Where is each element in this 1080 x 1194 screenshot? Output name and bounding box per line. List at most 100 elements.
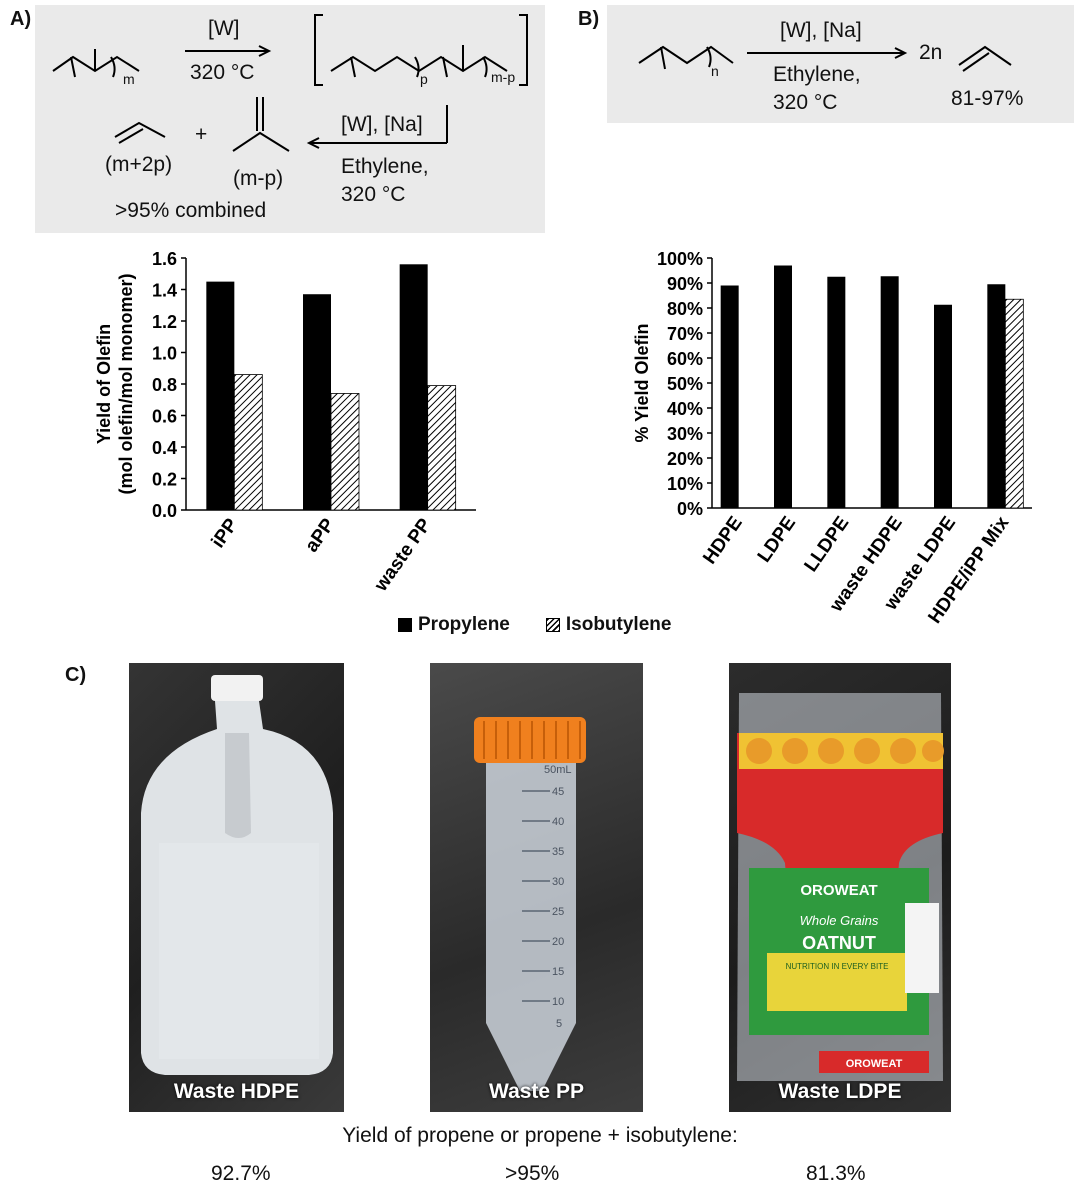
bag-line1: Whole Grains	[800, 913, 879, 928]
tube-mark-9: 5	[556, 1018, 562, 1030]
y-tick-label-0-5: 1.0	[152, 344, 177, 364]
panel-label-a: A)	[10, 8, 32, 30]
bar-0-0-1	[303, 294, 331, 510]
pp-tube-image: 50mL 45 40 35 30 25 20 15 10 5	[474, 717, 586, 1091]
y-tick-label-1-4: 40%	[667, 399, 703, 419]
scheme-b: n [W], [Na] Ethylene, 320 °C 2n 81-97%	[607, 5, 1074, 123]
y-tick-label-0-3: 0.6	[152, 407, 177, 427]
yield-heading: Yield of propene or propene + isobutylen…	[342, 1124, 738, 1147]
legend-isobutylene-swatch	[545, 618, 560, 632]
y-tick-label-1-0: 0%	[677, 499, 703, 519]
hdpe-jug-image	[141, 675, 333, 1075]
y-tick-label-1-5: 50%	[667, 374, 703, 394]
y-tick-label-0-0: 0.0	[152, 501, 177, 521]
bag-line2: OATNUT	[802, 933, 876, 953]
y-axis-label-0-line1: Yield of Olefin	[94, 324, 114, 444]
tube-mark-8: 10	[552, 996, 564, 1008]
y-tick-label-1-9: 90%	[667, 274, 703, 294]
bar-0-1-0	[233, 374, 263, 511]
y-tick-label-0-1: 0.2	[152, 470, 177, 490]
scheme-a-temperature: 320 °C	[190, 61, 255, 84]
scheme-a-gas: Ethylene,	[341, 155, 429, 178]
y-tick-label-1-2: 20%	[667, 449, 703, 469]
bar-1-0-3	[880, 276, 899, 508]
scheme-b-catalyst: [W], [Na]	[780, 19, 862, 42]
tube-mark-0: 50mL	[544, 764, 572, 776]
tube-mark-6: 20	[552, 936, 564, 948]
photo-caption-ldpe: Waste LDPE	[778, 1080, 902, 1103]
legend: Propylene Isobutylene	[398, 614, 671, 636]
bar-1-0-4	[934, 304, 952, 508]
bag-brand: OROWEAT	[800, 882, 877, 899]
scheme-a-return-catalyst: [W], [Na]	[341, 113, 423, 136]
bar-1-0-5	[987, 284, 1006, 508]
photo-waste-hdpe: Waste HDPE	[129, 663, 344, 1112]
y-tick-label-0-7: 1.4	[152, 281, 177, 301]
y-axis-label-0-line2: (mol olefin/mol monomer)	[116, 273, 136, 494]
bag-brand-2: OROWEAT	[846, 1058, 903, 1070]
panel-label-c: C)	[65, 664, 87, 686]
y-tick-label-1-10: 100%	[657, 249, 703, 269]
scheme-a-combined-yield: >95% combined	[115, 199, 267, 222]
scheme-a-subscript-p: p	[420, 71, 428, 87]
x-tick-label-1-2: LLDPE	[801, 513, 854, 576]
photo-caption-hdpe: Waste HDPE	[173, 1080, 300, 1103]
x-tick-label-0-2: waste PP	[370, 515, 436, 596]
scheme-a-subscript-m-p: m-p	[491, 69, 516, 85]
y-tick-label-1-6: 60%	[667, 349, 703, 369]
photo-caption-pp: Waste PP	[489, 1080, 584, 1103]
yield-ldpe: 81.3%	[806, 1162, 866, 1185]
y-axis-label-1: % Yield Olefin	[632, 323, 652, 442]
y-tick-label-0-8: 1.6	[152, 249, 177, 269]
y-tick-label-0-6: 1.2	[152, 312, 177, 332]
yield-pp: >95%	[505, 1162, 560, 1185]
bar-1-0-2	[827, 276, 846, 508]
bar-0-1-2	[427, 385, 457, 511]
tube-mark-3: 35	[552, 846, 564, 858]
scheme-a-plus: +	[195, 123, 208, 146]
scheme-a-propylene-coefficient: (m+2p)	[105, 153, 173, 176]
scheme-b-drawing	[638, 45, 1012, 72]
scheme-a-catalyst: [W]	[208, 17, 240, 40]
chart-b: 0% 10% 20% 30% 40% 50% 60% 70% 80% 90% 100% HDPE LDP…	[632, 249, 1032, 628]
tube-mark-1: 45	[552, 786, 564, 798]
scheme-a: m [W] 320 °C p m-p [W], [Na] Ethylene, 3…	[35, 5, 545, 233]
scheme-b-reactant-subscript: n	[711, 63, 719, 79]
panel-label-b: B)	[578, 8, 600, 30]
scheme-a-drawing	[52, 14, 528, 152]
bar-0-0-2	[399, 264, 428, 510]
yield-hdpe: 92.7%	[211, 1162, 271, 1185]
photo-waste-pp: 50mL 45 40 35 30 25 20 15 10 5 Waste PP	[430, 663, 643, 1112]
tube-mark-5: 25	[552, 906, 564, 918]
legend-isobutylene: Isobutylene	[565, 614, 672, 635]
scheme-b-yield: 81-97%	[951, 87, 1024, 110]
scheme-b-coefficient: 2n	[919, 41, 943, 64]
bar-1-1-5	[1004, 298, 1024, 509]
legend-propylene: Propylene	[418, 614, 510, 635]
bar-1-0-1	[774, 265, 792, 508]
photo-waste-ldpe: OROWEAT Whole Grains OATNUT NUTRITION IN…	[729, 663, 951, 1112]
bar-0-0-0	[206, 281, 235, 510]
tube-mark-2: 40	[552, 816, 564, 828]
x-tick-label-0-0: iPP	[208, 515, 243, 552]
ldpe-bag-image: OROWEAT Whole Grains OATNUT NUTRITION IN…	[737, 693, 944, 1081]
y-tick-label-1-1: 10%	[667, 474, 703, 494]
x-tick-label-1-0: HDPE	[699, 513, 746, 568]
chart-a: 0.0 0.2 0.4 0.6 0.8 1.0 1.2 1.4 1.6 iPP aPP waste P…	[94, 249, 476, 596]
bag-line3: NUTRITION IN EVERY BITE	[786, 962, 889, 971]
y-tick-label-1-7: 70%	[667, 324, 703, 344]
scheme-b-temperature: 320 °C	[773, 91, 838, 114]
legend-propylene-swatch	[398, 618, 412, 632]
y-tick-label-1-3: 30%	[667, 424, 703, 444]
y-tick-label-1-8: 80%	[667, 299, 703, 319]
scheme-b-gas: Ethylene,	[773, 63, 861, 86]
bar-1-0-0	[720, 285, 739, 508]
y-tick-label-0-4: 0.8	[152, 375, 177, 395]
scheme-a-isobutylene-coefficient: (m-p)	[233, 167, 284, 190]
scheme-a-reactant-subscript: m	[123, 71, 135, 87]
bar-0-1-1	[330, 393, 360, 511]
scheme-a-return-temperature: 320 °C	[341, 183, 406, 206]
x-tick-label-1-1: LDPE	[754, 513, 800, 567]
tube-mark-4: 30	[552, 876, 564, 888]
x-tick-label-0-1: aPP	[301, 515, 339, 557]
